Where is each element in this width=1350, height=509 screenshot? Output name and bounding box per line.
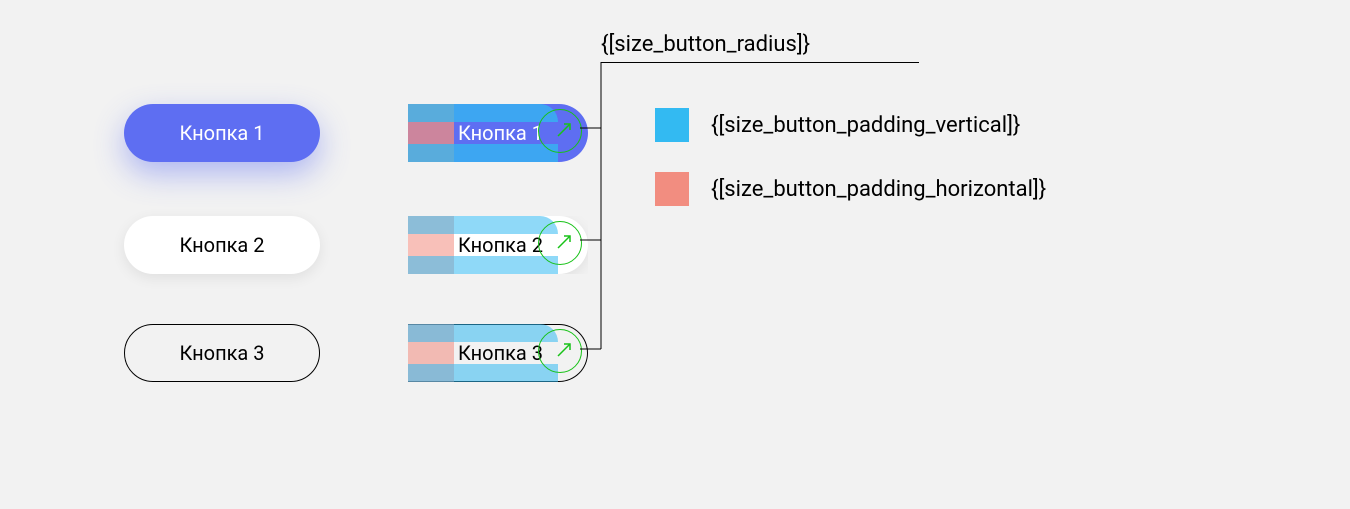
anatomy-label-2: Кнопка 2 bbox=[458, 233, 543, 257]
anatomy-pad-vertical-bottom-2 bbox=[408, 256, 558, 274]
legend-row-padding-vertical: {[size_button_padding_vertical]} bbox=[655, 108, 1020, 142]
legend-swatch-horizontal bbox=[655, 172, 689, 206]
legend-label-horizontal: {[size_button_padding_horizontal]} bbox=[711, 177, 1046, 202]
anatomy-pad-vertical-top-1 bbox=[408, 104, 558, 122]
button-primary-label: Кнопка 1 bbox=[180, 121, 265, 145]
button-outline-label: Кнопка 3 bbox=[180, 341, 265, 365]
anatomy-label-3: Кнопка 3 bbox=[458, 341, 543, 365]
annotation-radius-underline bbox=[601, 62, 919, 63]
anatomy-button-2: Кнопка 2 bbox=[408, 216, 588, 274]
anatomy-pad-vertical-bottom-3 bbox=[408, 364, 558, 382]
radius-arrow-3 bbox=[556, 340, 574, 358]
anatomy-pad-vertical-bottom-1 bbox=[408, 144, 558, 162]
button-primary[interactable]: Кнопка 1 bbox=[124, 104, 320, 162]
legend-swatch-vertical bbox=[655, 108, 689, 142]
radius-arrow-1 bbox=[556, 120, 574, 138]
anatomy-pad-vertical-top-3 bbox=[408, 324, 558, 342]
button-secondary-label: Кнопка 2 bbox=[180, 233, 265, 257]
anatomy-button-3: Кнопка 3 bbox=[408, 324, 588, 382]
anatomy-label-1: Кнопка 1 bbox=[458, 121, 543, 145]
radius-arrow-2 bbox=[556, 232, 574, 250]
button-outline[interactable]: Кнопка 3 bbox=[124, 324, 320, 382]
anatomy-pad-vertical-top-2 bbox=[408, 216, 558, 234]
legend-label-vertical: {[size_button_padding_vertical]} bbox=[711, 113, 1020, 138]
button-secondary[interactable]: Кнопка 2 bbox=[124, 216, 320, 274]
legend-row-padding-horizontal: {[size_button_padding_horizontal]} bbox=[655, 172, 1046, 206]
annotation-radius-label: {[size_button_radius]} bbox=[601, 32, 810, 57]
anatomy-button-1: Кнопка 1 bbox=[408, 104, 588, 162]
